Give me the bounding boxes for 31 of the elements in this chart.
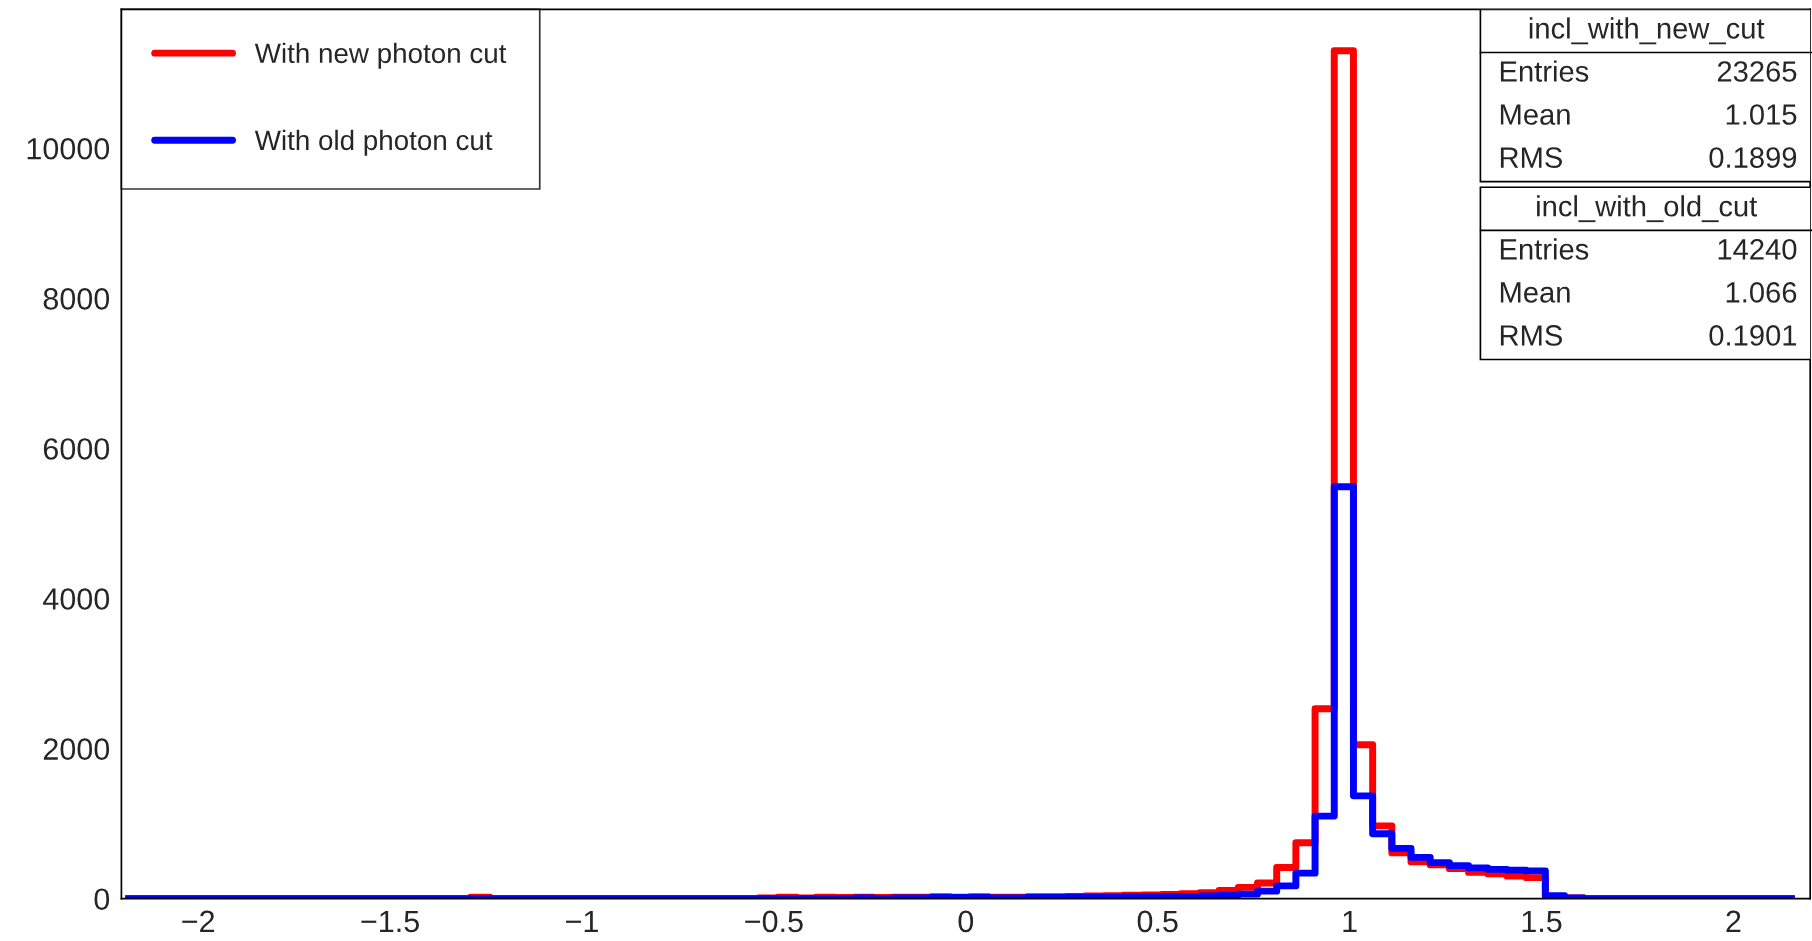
y-tick-label: 6000	[43, 438, 110, 460]
x-tick-label: −2	[182, 910, 215, 932]
annotation: RMS	[1500, 325, 1562, 346]
annotation: 1.066	[1726, 282, 1797, 303]
y-tick-label: 4000	[43, 588, 110, 610]
x-tick-label: 1.5	[1522, 910, 1562, 933]
annotation: Mean	[1500, 104, 1570, 125]
annotation: incl_with_new_cut	[1529, 17, 1765, 45]
y-tick-label: 0	[94, 888, 110, 911]
annotation: 23265	[1717, 61, 1797, 82]
legend-label: With new photon cut	[254, 42, 507, 69]
x-tick-label: −1	[566, 910, 598, 932]
x-tick-label: 0.5	[1137, 910, 1178, 933]
legend-label: With old photon cut	[254, 129, 493, 156]
y-tick-label: 2000	[43, 738, 110, 760]
annotation: Mean	[1500, 282, 1570, 303]
x-tick-label: 1	[1343, 910, 1357, 932]
annotation: 14240	[1718, 239, 1797, 260]
annotation: incl_with_old_cut	[1537, 195, 1758, 223]
annotation: 0.1901	[1709, 325, 1797, 346]
annotation: 0.1899	[1709, 147, 1797, 168]
x-tick-label: 2	[1726, 910, 1741, 932]
x-tick-label: 0	[958, 910, 974, 933]
y-tick-label: 10000	[27, 137, 110, 160]
y-tick-label: 8000	[43, 288, 110, 310]
x-tick-label: −0.5	[745, 910, 803, 933]
annotation: 1.015	[1726, 104, 1797, 125]
x-tick-label: −1.5	[361, 910, 419, 933]
annotation: Entries	[1500, 238, 1589, 260]
annotation: RMS	[1500, 147, 1562, 168]
annotation: Entries	[1500, 60, 1589, 82]
